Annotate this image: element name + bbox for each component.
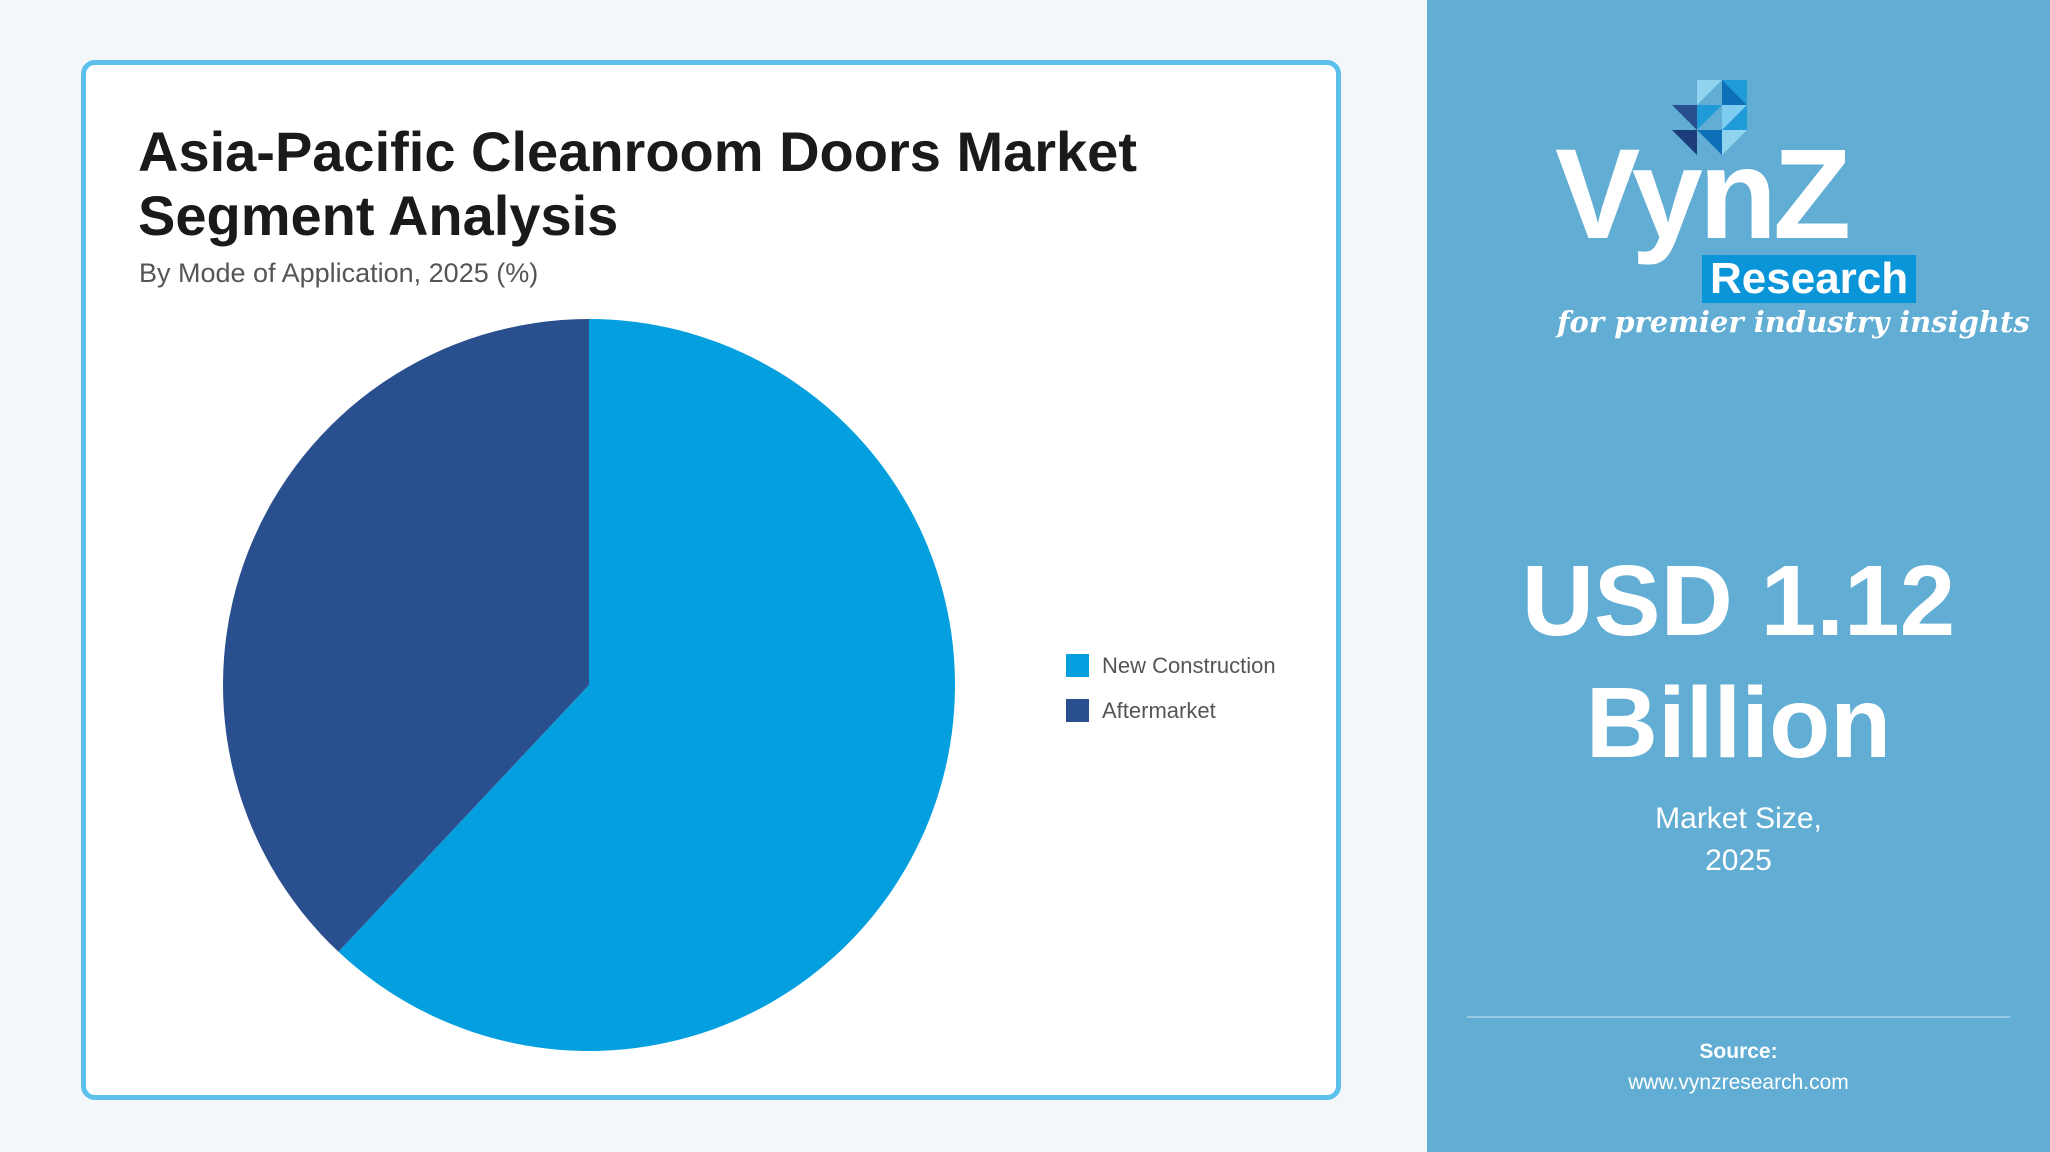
market-size-unit: Billion [1585,667,1892,779]
legend-swatch [1066,654,1089,677]
chart-legend: New Construction Aftermarket [1066,643,1276,733]
legend-item: New Construction [1066,643,1276,688]
pie-slice-new-construction [338,319,955,1051]
divider [1467,1016,2010,1018]
logo-diamond-icon [1672,80,1747,155]
pie-slice-aftermarket [223,318,589,952]
chart-subtitle: By Mode of Application, 2025 (%) [139,258,539,288]
logo-wordmark: VynZ [1555,123,1851,266]
legend-swatch [1066,699,1089,722]
legend-label: New Construction [1102,652,1276,678]
logo-research-badge: Research [1702,255,1917,303]
logo-tagline: for premier industry insights [1557,305,2030,339]
source-label: Source: [1699,1040,1778,1063]
pie-chart [223,318,955,1051]
legend-item: Aftermarket [1066,688,1276,733]
market-size-value: USD 1.12 Billion [1427,540,2050,784]
chart-card: Asia-Pacific Cleanroom Doors Market Segm… [81,60,1341,1100]
market-size-label-text: Market Size, [1655,802,1822,835]
market-size-amount: USD 1.12 [1521,545,1956,657]
legend-label: Aftermarket [1102,697,1216,723]
market-size-label: Market Size, 2025 [1427,798,2050,882]
source-link[interactable]: www.vynzresearch.com [1628,1071,1849,1094]
chart-title: Asia-Pacific Cleanroom Doors Market Segm… [138,120,1137,247]
side-panel: VynZ Research for premier industry insig… [1427,0,2050,1152]
market-size-year: 2025 [1705,844,1772,877]
